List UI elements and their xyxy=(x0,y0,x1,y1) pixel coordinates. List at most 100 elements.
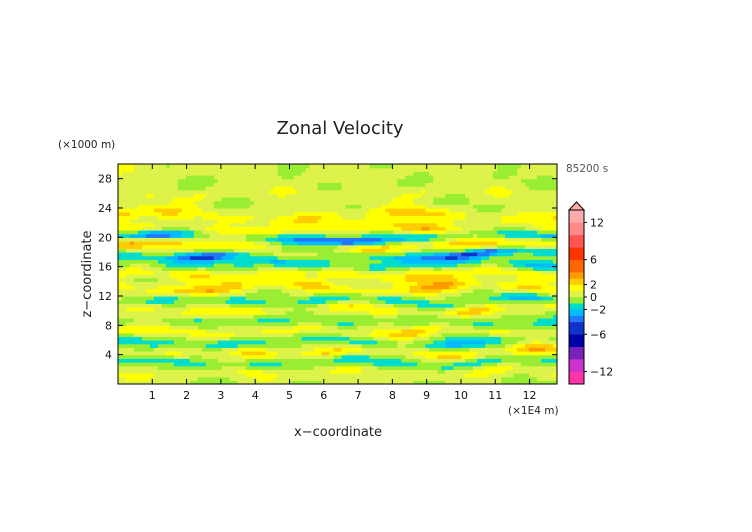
heatmap-cell xyxy=(157,354,163,359)
heatmap-cell xyxy=(429,237,434,242)
heatmap-cell xyxy=(389,222,394,227)
heatmap-cell xyxy=(133,340,139,345)
heatmap-cell xyxy=(129,343,135,348)
heatmap-cell xyxy=(537,314,542,319)
heatmap-cell xyxy=(125,369,131,374)
heatmap-cell xyxy=(125,354,131,359)
heatmap-cell xyxy=(165,314,171,319)
heatmap-cell xyxy=(413,244,418,249)
heatmap-cell xyxy=(349,380,355,384)
heatmap-cell xyxy=(193,340,199,345)
heatmap-cell xyxy=(437,244,442,249)
heatmap-cell xyxy=(309,351,315,356)
heatmap-cell xyxy=(469,230,474,235)
heatmap-cell xyxy=(305,241,311,246)
heatmap-cell xyxy=(173,329,179,334)
heatmap-cell xyxy=(381,244,386,249)
heatmap-cell xyxy=(277,354,283,359)
heatmap-cell xyxy=(425,369,430,374)
heatmap-cell xyxy=(277,241,283,246)
heatmap-cell xyxy=(465,288,470,293)
heatmap-cell xyxy=(185,226,191,231)
heatmap-cell xyxy=(173,233,179,238)
heatmap-cell xyxy=(185,314,191,319)
heatmap-cell xyxy=(217,244,223,249)
heatmap-cell xyxy=(325,226,331,231)
heatmap-cell xyxy=(345,233,351,238)
heatmap-cell xyxy=(477,369,482,374)
heatmap-cell xyxy=(297,299,303,304)
heatmap-cell xyxy=(289,358,295,363)
heatmap-cell xyxy=(445,369,450,374)
heatmap-cell xyxy=(281,237,287,242)
heatmap-cell xyxy=(257,252,263,257)
heatmap-cell xyxy=(157,259,163,264)
heatmap-cell xyxy=(493,307,498,312)
heatmap-cell xyxy=(233,292,239,297)
heatmap-cell xyxy=(281,259,287,264)
heatmap-cell xyxy=(369,318,375,323)
heatmap-cell xyxy=(505,252,510,257)
heatmap-cell xyxy=(185,277,191,282)
heatmap-cell xyxy=(453,329,458,334)
heatmap-cell xyxy=(481,292,486,297)
heatmap-cell xyxy=(549,376,554,381)
heatmap-cell xyxy=(257,347,263,352)
heatmap-cell xyxy=(293,230,299,235)
heatmap-cell xyxy=(289,277,295,282)
heatmap-cell xyxy=(317,270,323,275)
heatmap-cell xyxy=(485,244,490,249)
heatmap-cell xyxy=(313,365,319,370)
heatmap-cell xyxy=(365,314,371,319)
heatmap-cell xyxy=(545,226,550,231)
heatmap-cell xyxy=(221,332,227,337)
heatmap-cell xyxy=(225,292,231,297)
heatmap-cell xyxy=(485,281,490,286)
heatmap-cell xyxy=(433,343,438,348)
heatmap-cell xyxy=(489,281,494,286)
heatmap-cell xyxy=(229,321,235,326)
heatmap-cell xyxy=(193,343,199,348)
heatmap-cell xyxy=(497,266,502,271)
heatmap-cell xyxy=(401,369,406,374)
heatmap-cell xyxy=(537,230,542,235)
heatmap-cell xyxy=(193,369,199,374)
heatmap-cell xyxy=(533,310,538,315)
heatmap-cell xyxy=(449,332,454,337)
heatmap-cell xyxy=(145,318,151,323)
heatmap-cell xyxy=(513,248,518,253)
heatmap-cell xyxy=(353,263,359,268)
heatmap-cell xyxy=(513,219,518,224)
heatmap-cell xyxy=(477,310,482,315)
heatmap-cell xyxy=(149,222,155,227)
heatmap-cell xyxy=(537,336,542,341)
heatmap-cell xyxy=(345,281,351,286)
heatmap-cell xyxy=(413,340,418,345)
heatmap-cell xyxy=(213,277,219,282)
heatmap-cell xyxy=(281,270,287,275)
heatmap-cell xyxy=(533,307,538,312)
heatmap-cell xyxy=(177,307,183,312)
heatmap-cell xyxy=(125,347,131,352)
heatmap-cell xyxy=(133,318,139,323)
heatmap-cell xyxy=(389,358,394,363)
heatmap-cell xyxy=(205,303,211,308)
heatmap-cell xyxy=(329,307,335,312)
heatmap-cell xyxy=(261,255,267,260)
heatmap-cell xyxy=(453,266,458,271)
heatmap-cell xyxy=(461,329,466,334)
heatmap-cell xyxy=(213,219,219,224)
heatmap-cell xyxy=(517,376,522,381)
heatmap-cell xyxy=(169,354,175,359)
heatmap-cell xyxy=(353,252,359,257)
heatmap-cell xyxy=(253,259,259,264)
heatmap-cell xyxy=(118,325,123,330)
heatmap-cell xyxy=(417,362,422,367)
heatmap-cell xyxy=(189,299,195,304)
heatmap-cell xyxy=(181,259,187,264)
heatmap-cell xyxy=(465,365,470,370)
heatmap-cell xyxy=(417,340,422,345)
heatmap-cell xyxy=(457,222,462,227)
heatmap-cell xyxy=(457,307,462,312)
heatmap-cell xyxy=(189,380,195,384)
